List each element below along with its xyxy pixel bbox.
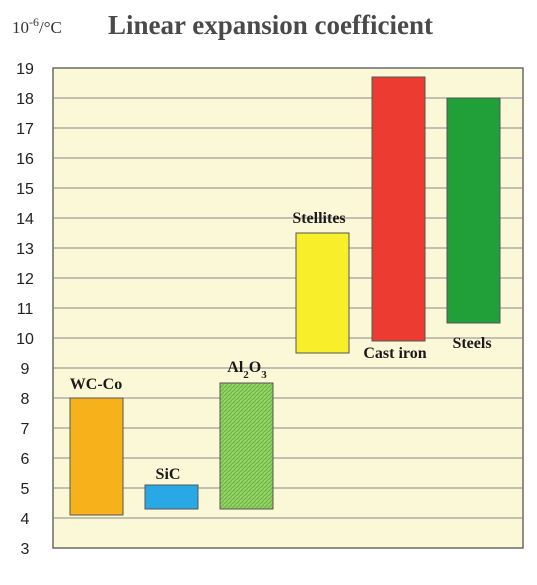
y-tick-label: 13 <box>16 241 34 258</box>
y-tick-label: 9 <box>21 361 30 378</box>
bar-label: SiC <box>156 466 181 483</box>
bar-label: WC-Co <box>70 376 122 393</box>
unit-exponent: -6 <box>29 15 39 29</box>
y-axis-ticks: 3 4 5 6 7 8 9 10 11 12 13 14 15 16 17 18 19 <box>16 61 34 558</box>
bar-labels: WC-Co SiC Al2O3 Stellites Cast iron Steels <box>70 210 492 483</box>
y-tick-label: 16 <box>16 151 34 168</box>
y-tick-label: 15 <box>16 181 34 198</box>
chart-title: Linear expansion coefficient <box>108 10 433 40</box>
y-tick-label: 12 <box>16 271 34 288</box>
bar-label: Stellites <box>292 210 345 227</box>
bar-steels <box>446 97 501 324</box>
unit-suffix: /°C <box>39 18 62 37</box>
bar-cast-iron <box>371 76 426 342</box>
bar-sic <box>144 484 199 510</box>
grid-lines <box>53 97 523 519</box>
bar-al2o3 <box>219 382 274 510</box>
y-tick-label: 14 <box>16 211 34 228</box>
y-tick-label: 7 <box>21 421 30 438</box>
bar-stellites <box>295 232 350 354</box>
y-tick-label: 19 <box>16 61 34 78</box>
y-tick-label: 8 <box>21 391 30 408</box>
bar-label: Al2O3 <box>227 359 267 381</box>
bars <box>69 76 501 516</box>
unit-label: 10-6/°C <box>12 15 62 37</box>
y-tick-label: 17 <box>16 121 34 138</box>
y-tick-label: 5 <box>21 481 30 498</box>
y-tick-label: 10 <box>16 331 34 348</box>
unit-base: 10 <box>12 18 29 37</box>
bar-label: Cast iron <box>363 345 426 362</box>
y-tick-label: 18 <box>16 91 34 108</box>
y-tick-label: 11 <box>17 301 34 318</box>
bar-label: Steels <box>452 335 491 352</box>
y-tick-label: 3 <box>21 541 30 558</box>
y-tick-label: 4 <box>21 511 30 528</box>
bar-wc-co <box>69 397 124 516</box>
y-tick-label: 6 <box>21 451 30 468</box>
